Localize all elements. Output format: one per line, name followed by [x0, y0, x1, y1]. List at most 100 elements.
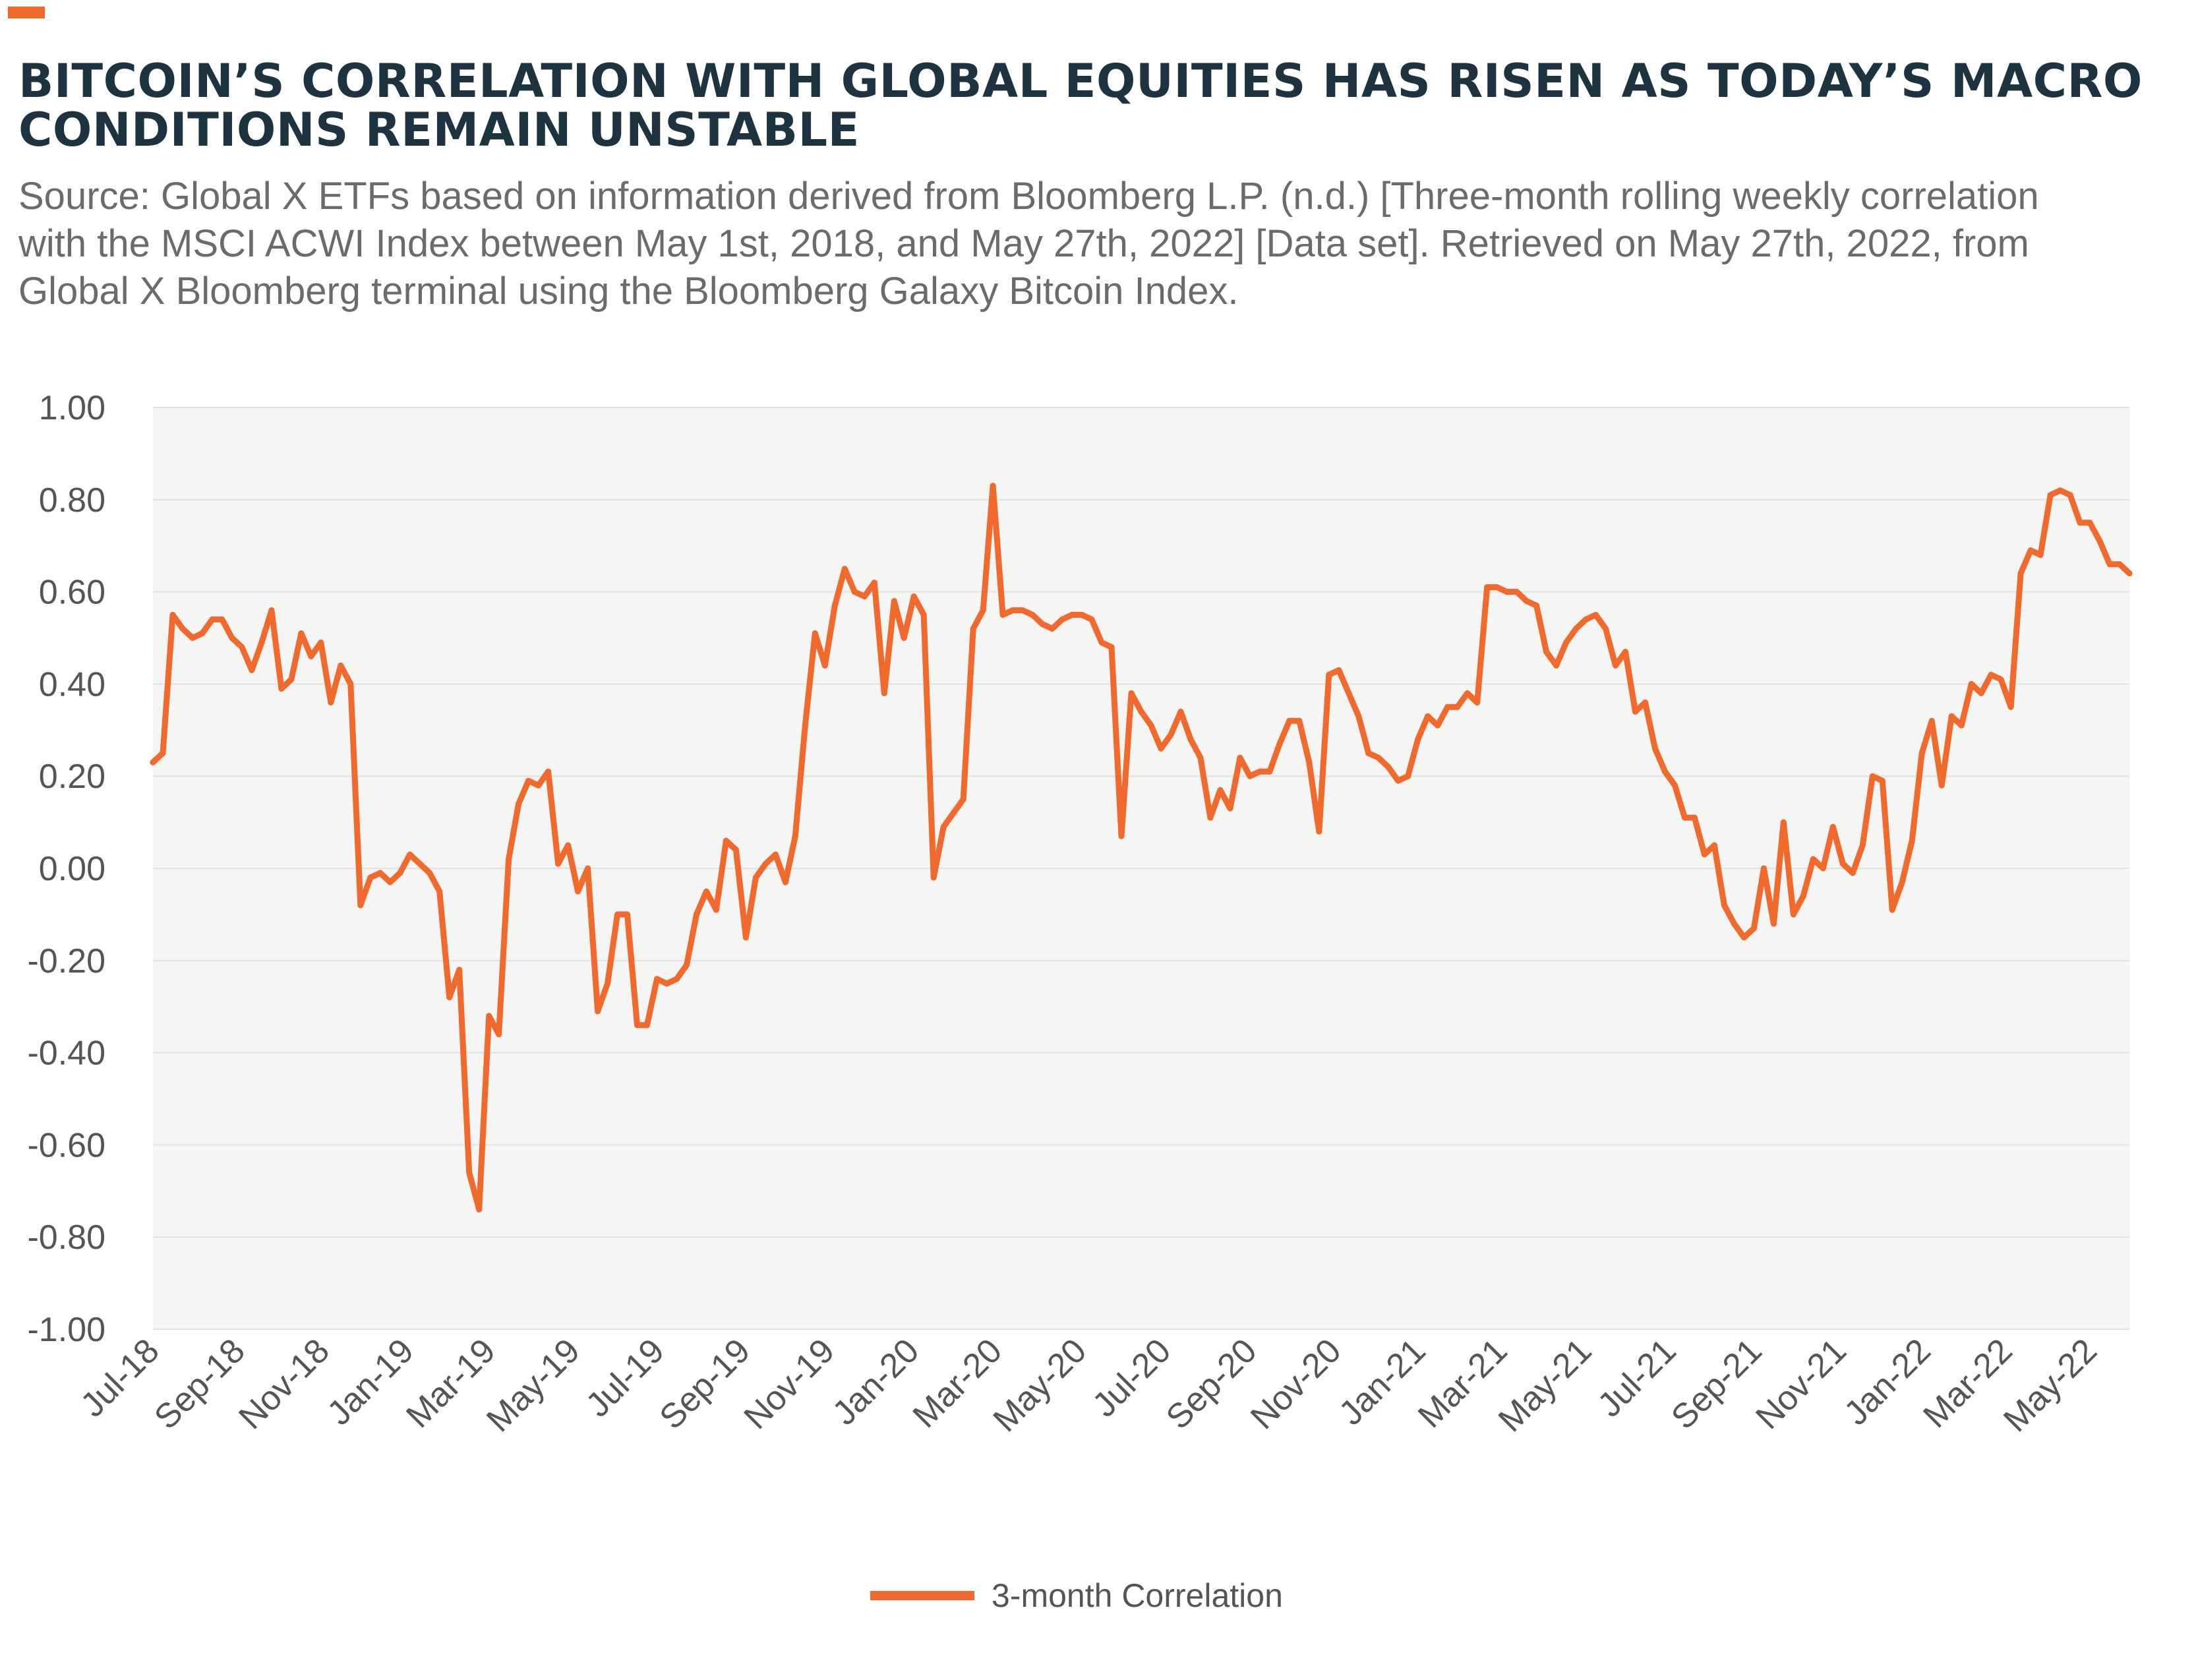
data-point — [308, 653, 314, 659]
data-point — [664, 980, 670, 987]
data-point — [1829, 824, 1836, 830]
data-point — [694, 911, 699, 918]
y-tick-label: 0.40 — [39, 665, 105, 704]
data-point — [1227, 805, 1233, 812]
data-point — [486, 1013, 492, 1019]
data-point — [1760, 865, 1767, 872]
data-point — [1187, 736, 1194, 742]
chart-source-note: Source: Global X ETFs based on informati… — [18, 173, 2194, 315]
data-point — [1800, 893, 1806, 899]
data-point — [1662, 768, 1668, 775]
data-point — [841, 566, 848, 572]
data-point — [258, 640, 265, 645]
data-point — [792, 833, 798, 839]
data-point — [772, 851, 779, 858]
y-tick-label: 0.60 — [39, 574, 105, 612]
data-point — [1158, 745, 1164, 752]
data-point — [189, 635, 196, 641]
data-point — [2047, 492, 2054, 498]
data-point — [1266, 768, 1273, 775]
data-point — [1701, 851, 1708, 858]
data-point — [1296, 717, 1303, 724]
data-point — [1998, 676, 2004, 682]
data-point — [150, 759, 156, 765]
data-point — [1365, 750, 1372, 756]
data-point — [407, 851, 413, 858]
data-point — [278, 685, 285, 692]
data-point — [169, 612, 176, 618]
data-point — [506, 856, 512, 862]
data-point — [357, 902, 364, 909]
data-point — [446, 994, 453, 1001]
data-point — [831, 603, 838, 609]
data-point — [940, 824, 947, 830]
data-point — [1603, 626, 1609, 632]
data-point — [209, 616, 216, 622]
data-point — [1059, 616, 1065, 622]
data-point — [545, 768, 552, 775]
data-point — [239, 644, 245, 650]
data-point — [1088, 616, 1095, 622]
legend: 3-month Correlation — [870, 1573, 1283, 1619]
data-point — [1593, 612, 1599, 618]
data-point — [1770, 920, 1777, 927]
data-point — [1869, 773, 1876, 779]
y-tick-label: 0.20 — [39, 758, 105, 796]
y-tick-label: 0.80 — [39, 481, 105, 520]
data-point — [436, 888, 443, 895]
data-point — [1108, 644, 1115, 650]
x-tick-label: Jan-22 — [1837, 1331, 1938, 1432]
data-point — [1642, 699, 1648, 705]
data-point — [901, 635, 907, 641]
x-tick-label: Jan-21 — [1332, 1331, 1433, 1432]
x-tick-label: Nov-21 — [1748, 1331, 1854, 1437]
data-point — [1425, 713, 1431, 719]
data-point — [980, 607, 986, 614]
data-point — [1138, 708, 1144, 715]
data-point — [268, 607, 275, 614]
data-point — [1948, 713, 1955, 719]
data-point — [1286, 717, 1293, 724]
data-point — [1316, 828, 1322, 835]
data-point — [1988, 671, 1994, 678]
data-point — [585, 865, 591, 872]
data-point — [960, 796, 966, 802]
data-point — [2126, 570, 2133, 577]
data-point — [476, 1206, 483, 1213]
data-point — [417, 860, 423, 867]
data-point — [2077, 520, 2083, 526]
data-point — [742, 934, 749, 941]
data-point — [891, 598, 897, 605]
data-point — [1879, 777, 1886, 784]
data-point — [1613, 662, 1619, 669]
data-point — [1958, 722, 1965, 729]
data-point — [466, 1169, 473, 1176]
data-point — [1652, 745, 1658, 752]
data-point — [1039, 621, 1046, 627]
data-point — [1889, 907, 1895, 913]
data-point — [2017, 570, 2024, 577]
data-point — [1484, 584, 1491, 591]
data-point — [565, 842, 572, 849]
data-point — [1583, 616, 1589, 622]
data-point — [1098, 640, 1105, 645]
data-point — [1177, 708, 1184, 715]
data-point — [910, 593, 917, 600]
data-point — [1207, 814, 1214, 821]
data-point — [525, 777, 532, 784]
x-tick-label: Sep-18 — [147, 1331, 252, 1437]
data-point — [1918, 750, 1925, 756]
data-point — [1533, 603, 1540, 609]
data-point — [1197, 754, 1204, 761]
data-point — [1306, 759, 1313, 765]
data-point — [1859, 842, 1866, 849]
series-group — [150, 483, 2133, 1213]
data-point — [456, 967, 463, 973]
data-point — [338, 662, 344, 669]
data-point — [219, 616, 225, 622]
data-point — [1019, 607, 1026, 614]
x-tick-label: May-21 — [1491, 1331, 1599, 1439]
x-tick-label: Sep-19 — [653, 1331, 758, 1437]
data-point — [624, 911, 630, 918]
